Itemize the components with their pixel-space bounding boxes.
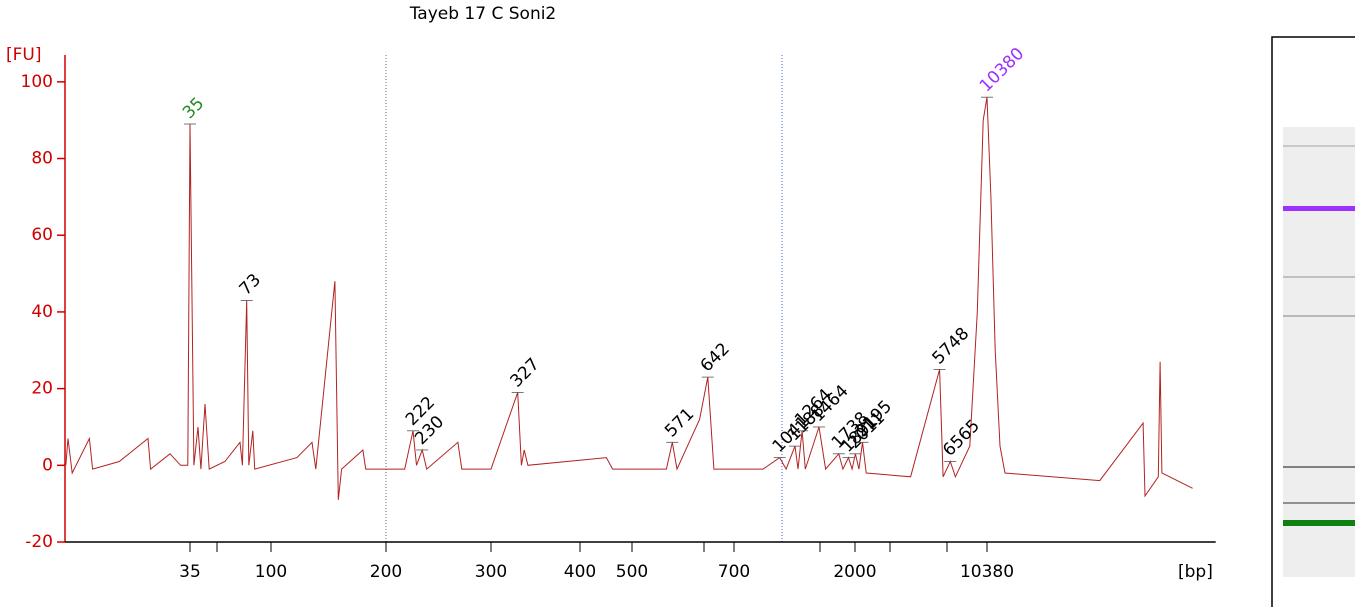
trace (65, 97, 1193, 500)
peak-label: 642 (697, 339, 734, 376)
peak-label: 571 (661, 404, 698, 441)
peak-label: 327 (507, 354, 544, 391)
peak-label: 10380 (976, 44, 1028, 96)
x-tick-label: 200 (370, 562, 402, 582)
y-tick-label: -20 (25, 532, 53, 552)
x-tick-label: 10380 (960, 562, 1014, 582)
peak-label: 35 (179, 94, 208, 123)
x-tick-label: 35 (179, 562, 201, 582)
x-tick-label: 300 (475, 562, 507, 582)
x-tick-label: 400 (564, 562, 596, 582)
y-tick-label: 20 (31, 379, 53, 399)
gel-lane (1271, 36, 1355, 611)
y-tick-label: 40 (31, 302, 53, 322)
x-tick-label: 2000 (833, 562, 876, 582)
peak-label: 6565 (939, 416, 984, 461)
x-axis-label: [bp] (1178, 562, 1213, 582)
x-tick-label: 100 (255, 562, 287, 582)
x-tick-label: 700 (718, 562, 750, 582)
y-axis-label: [FU] (6, 45, 42, 65)
chart-title: Tayeb 17 C Soni2 (409, 4, 557, 24)
peak-label: 5748 (929, 324, 974, 369)
minor-ticks (216, 542, 948, 552)
y-tick-label: 60 (31, 225, 53, 245)
x-tick-label: 500 (616, 562, 648, 582)
peak-label: 73 (236, 270, 265, 299)
y-tick-label: 100 (21, 72, 53, 92)
y-tick-label: 80 (31, 149, 53, 169)
y-tick-label: 0 (42, 455, 53, 475)
